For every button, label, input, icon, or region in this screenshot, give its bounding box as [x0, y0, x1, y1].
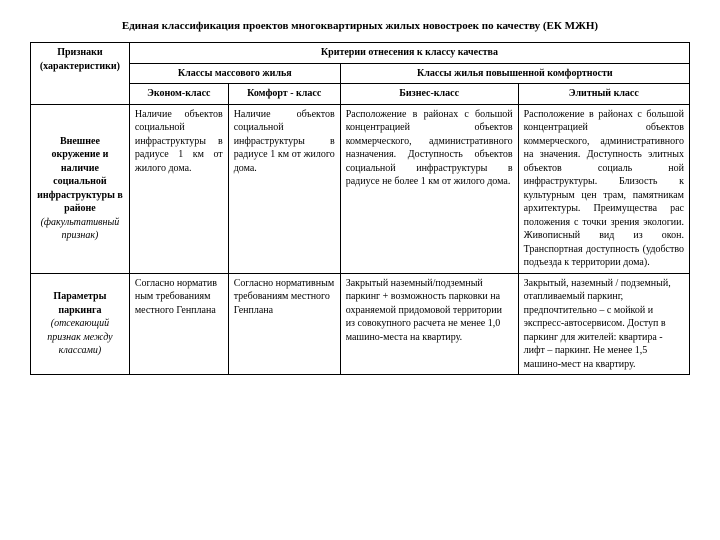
page-title: Единая классификация проектов многокварт… — [30, 20, 690, 32]
cell-elite: Закрытый, наземный / подземный, отаплива… — [518, 273, 689, 375]
header-criteria: Критерии отнесения к классу качества — [129, 43, 689, 64]
classification-table: Признаки (характеристики) Критерии отнес… — [30, 42, 690, 375]
table-row: Параметры паркинга (отсекающий признак м… — [31, 273, 690, 375]
row-label-main: Внешнее окружение и наличие социальной и… — [37, 136, 123, 215]
row-label-main: Параметры паркинга — [53, 291, 106, 316]
header-mass: Классы массового жилья — [129, 63, 340, 84]
table-row: Внешнее окружение и наличие социальной и… — [31, 104, 690, 273]
header-business: Бизнес-класс — [340, 84, 518, 105]
row-label: Параметры паркинга (отсекающий признак м… — [31, 273, 130, 375]
cell-econom: Наличие объектов социальной инфраструкту… — [129, 104, 228, 273]
header-econom: Эконом-класс — [129, 84, 228, 105]
cell-comfort: Согласно нормативным требованиям местног… — [228, 273, 340, 375]
cell-business: Расположение в районах с большой концент… — [340, 104, 518, 273]
row-label: Внешнее окружение и наличие социальной и… — [31, 104, 130, 273]
header-attributes: Признаки (характеристики) — [31, 43, 130, 105]
cell-comfort: Наличие объектов социальной инфраструкту… — [228, 104, 340, 273]
header-elite: Элитный класс — [518, 84, 689, 105]
row-label-sub: (отсекающий признак между классами) — [47, 318, 112, 356]
cell-econom: Согласно норматив ным требованиям местно… — [129, 273, 228, 375]
row-label-sub: (факультативный признак) — [41, 217, 120, 242]
cell-business: Закрытый наземный/подземный паркинг + во… — [340, 273, 518, 375]
cell-elite: Расположение в районах с большой концент… — [518, 104, 689, 273]
header-comfort: Комфорт - класс — [228, 84, 340, 105]
header-premium: Классы жилья повышенной комфортности — [340, 63, 689, 84]
